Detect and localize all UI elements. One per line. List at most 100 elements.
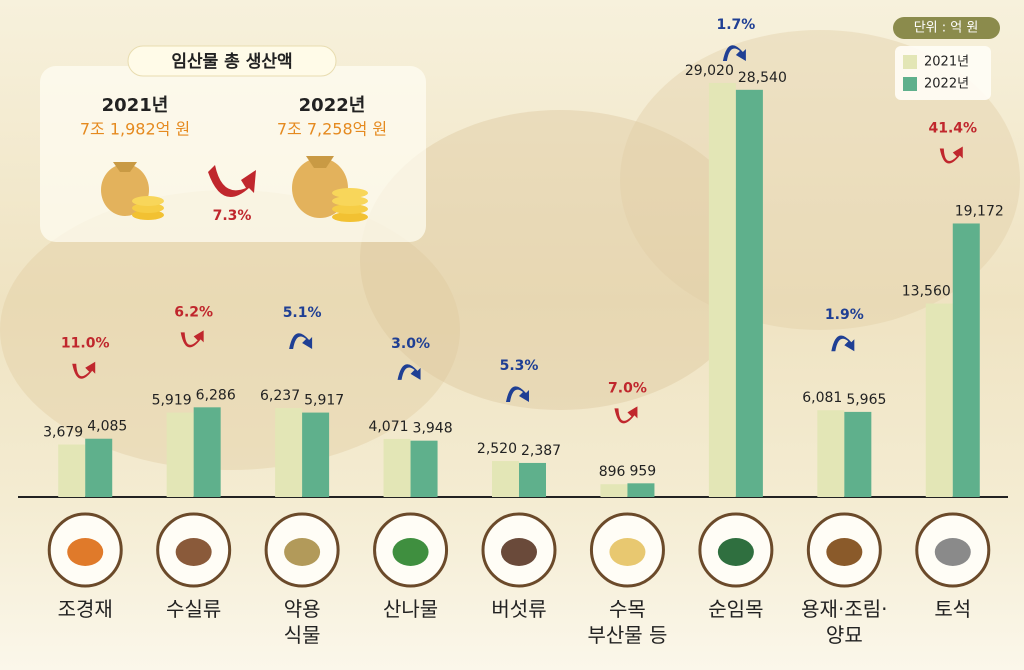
- legend-box: [895, 46, 991, 100]
- icon-shape: [934, 538, 971, 566]
- icon-shape: [392, 538, 429, 566]
- icon-shape: [67, 538, 104, 566]
- category-label: 약용 식물: [283, 597, 321, 647]
- change-label: 1.7%: [716, 17, 755, 33]
- bar: [952, 223, 980, 497]
- category-icon: [264, 512, 340, 588]
- summary-title-pill: [127, 45, 337, 77]
- value-label: 959: [629, 463, 656, 479]
- summary-year: 2021년: [102, 95, 169, 116]
- change-label: 5.1%: [283, 305, 322, 321]
- bar: [844, 411, 872, 497]
- change-label: 5.3%: [500, 358, 539, 374]
- change-arrow: [722, 45, 746, 61]
- change-label: 41.4%: [928, 120, 977, 136]
- bar: [817, 410, 845, 497]
- value-label: 2,387: [521, 443, 561, 459]
- bar: [275, 408, 303, 497]
- bar: [383, 438, 411, 497]
- value-label: 896: [599, 464, 626, 480]
- value-label: 19,172: [955, 203, 1004, 219]
- value-label: 6,081: [802, 390, 842, 406]
- unit-label: 단위 : 억 원: [914, 21, 979, 36]
- value-label: 4,085: [87, 419, 127, 435]
- bar: [600, 484, 628, 497]
- icon-shape: [175, 538, 212, 566]
- change-arrow: [614, 406, 638, 424]
- change-arrow: [939, 146, 963, 164]
- icon-shape: [501, 538, 537, 566]
- category-label: 토석: [934, 597, 972, 621]
- value-label: 4,071: [368, 419, 408, 435]
- change-label: 3.0%: [391, 336, 430, 352]
- legend-swatch: [903, 55, 917, 69]
- bar: [735, 89, 763, 497]
- value-label: 6,286: [196, 387, 236, 403]
- value-label: 28,540: [738, 70, 787, 86]
- change-arrow: [506, 386, 529, 403]
- icon-shape: [826, 538, 863, 566]
- summary-year: 2022년: [299, 95, 366, 116]
- icon-shape: [717, 538, 754, 566]
- change-arrow: [397, 364, 421, 380]
- category-label: 버섯류: [491, 597, 547, 621]
- bar: [410, 440, 438, 497]
- bar: [302, 412, 330, 497]
- unit-pill: [893, 17, 1000, 39]
- category-icon: [589, 512, 665, 588]
- bar: [58, 444, 86, 497]
- bar: [708, 82, 736, 498]
- legend-label: 2022년: [924, 77, 969, 92]
- bar: [627, 483, 655, 497]
- money-bag-icon: [101, 162, 164, 220]
- change-arrow: [180, 330, 204, 348]
- category-icon: [47, 512, 123, 588]
- category-label: 산나물: [382, 597, 439, 621]
- value-label: 5,965: [846, 392, 886, 408]
- bar: [166, 412, 194, 497]
- category-icon: [698, 512, 774, 588]
- change-arrow: [831, 335, 855, 352]
- category-label: 용재·조림· 양묘: [801, 597, 888, 647]
- summary-change: 7.3%: [213, 208, 252, 224]
- change-label: 1.9%: [825, 307, 864, 323]
- icon-shape: [609, 538, 646, 566]
- change-label: 6.2%: [174, 304, 213, 320]
- summary-amount: 7조 7,258억 원: [277, 120, 387, 139]
- change-label: 11.0%: [61, 336, 110, 352]
- summary-amount: 7조 1,982억 원: [80, 120, 190, 139]
- legend-swatch: [903, 77, 917, 91]
- bar: [519, 462, 546, 497]
- icon-shape: [284, 538, 321, 566]
- category-label: 순임목: [708, 597, 764, 621]
- bar: [492, 461, 519, 497]
- bar: [85, 438, 113, 497]
- value-label: 13,560: [902, 284, 951, 300]
- change-arrow: [72, 361, 96, 379]
- value-label: 5,917: [304, 393, 344, 409]
- category-icon: [373, 512, 449, 588]
- category-icon: [915, 512, 991, 588]
- value-label: 6,237: [260, 388, 300, 404]
- value-label: 2,520: [477, 441, 517, 457]
- bar: [925, 303, 953, 497]
- bar: [193, 407, 221, 497]
- value-label: 29,020: [685, 63, 734, 79]
- summary-arrow: [208, 165, 256, 197]
- category-label: 수실류: [166, 597, 222, 621]
- legend-label: 2021년: [924, 55, 969, 70]
- summary-title: 임산물 총 생산액: [171, 51, 292, 72]
- category-icon: [806, 512, 882, 588]
- money-bag-icon: [292, 156, 368, 222]
- category-icon: [156, 512, 232, 588]
- category-label: 조경재: [57, 597, 113, 621]
- value-label: 3,948: [413, 421, 453, 437]
- value-label: 3,679: [43, 425, 83, 441]
- change-label: 7.0%: [608, 380, 647, 396]
- category-icon: [481, 512, 557, 588]
- category-label: 수목 부산물 등: [587, 597, 668, 647]
- value-label: 5,919: [152, 393, 192, 409]
- change-arrow: [289, 333, 313, 350]
